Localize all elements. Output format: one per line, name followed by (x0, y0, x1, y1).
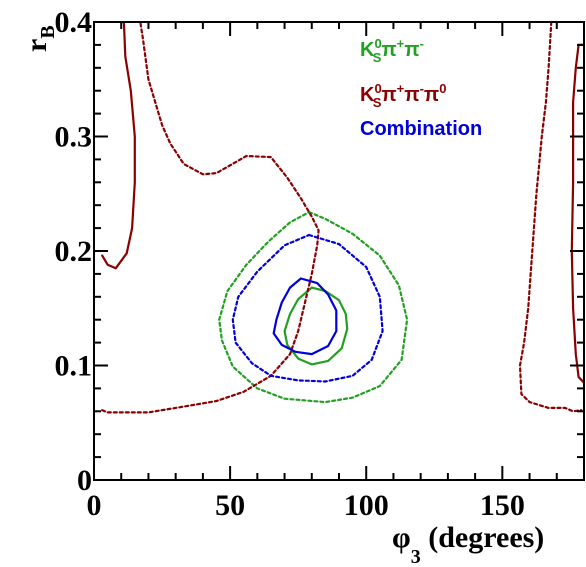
y-axis-title: rB (20, 25, 59, 52)
contour-dotted-1 (218, 211, 409, 404)
x-axis-title-sub: 3 (411, 546, 421, 567)
x-axis-title-suffix: (degrees) (421, 521, 545, 554)
contour-solid-2 (101, 22, 136, 270)
y-tick-label: 0 (77, 464, 92, 497)
y-tick-label: 0.3 (55, 121, 93, 154)
contour-curves (101, 22, 584, 414)
plot-frame (93, 21, 585, 481)
legend-entry-0: K0 Sπ+π- (360, 36, 424, 65)
contour-solid-3 (570, 43, 584, 384)
contour-dotted-5 (518, 22, 583, 413)
tick-labels: 0 50 100 150 0 0.1 0.2 0.3 0.4 (55, 6, 525, 522)
y-tick-label: 0.2 (55, 235, 93, 268)
y-tick-label: 0.4 (55, 6, 93, 39)
contour-dotted-7 (231, 233, 384, 383)
legend-entry-1: K0 Sπ+π-π0 (360, 81, 446, 110)
x-axis-title: φ3 (degrees) (392, 521, 544, 567)
legend-entry-2: Combination (360, 118, 482, 140)
contour-solid-6 (272, 277, 338, 356)
y-tick-label: 0.1 (55, 350, 93, 383)
x-tick-label: 100 (344, 489, 389, 522)
legend: K0 Sπ+π- K0 Sπ+π-π0 Combination (360, 36, 482, 140)
y-axis-title-sub: B (37, 25, 59, 38)
x-tick-label: 50 (215, 489, 245, 522)
axis-ticks (93, 21, 585, 481)
x-tick-label: 0 (87, 489, 102, 522)
contour-dotted-4 (101, 22, 320, 414)
x-axis-title-main: φ (392, 521, 411, 554)
contour-solid-0 (283, 286, 349, 366)
y-axis-title-main: r (20, 39, 53, 52)
x-tick-label: 150 (480, 489, 525, 522)
